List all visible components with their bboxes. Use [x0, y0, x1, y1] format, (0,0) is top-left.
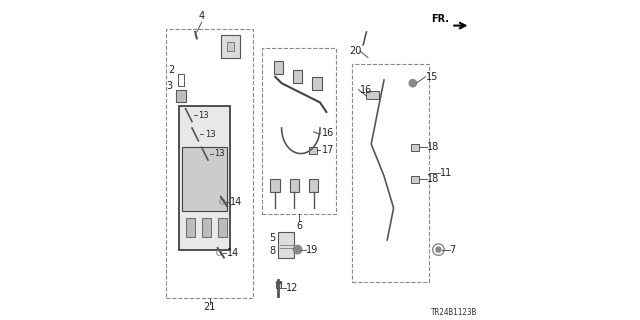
Text: TR24B1123B: TR24B1123B: [431, 308, 477, 317]
Bar: [186, 218, 195, 237]
Text: 2: 2: [168, 65, 174, 76]
Bar: [218, 218, 227, 237]
Circle shape: [436, 247, 441, 252]
Text: 11: 11: [440, 168, 452, 178]
Bar: [312, 77, 322, 90]
Bar: [182, 147, 227, 211]
Bar: [274, 61, 284, 74]
Text: 14: 14: [230, 196, 243, 207]
Bar: [309, 147, 317, 154]
Text: 14: 14: [227, 248, 239, 258]
Text: 6: 6: [296, 220, 302, 231]
Bar: [308, 179, 319, 192]
Text: 13: 13: [214, 149, 225, 158]
Polygon shape: [176, 90, 186, 102]
Text: 12: 12: [287, 283, 299, 293]
Text: 13: 13: [205, 130, 216, 139]
Bar: [278, 232, 294, 258]
Bar: [366, 91, 379, 99]
Text: 20: 20: [349, 46, 362, 56]
Text: 18: 18: [428, 174, 440, 184]
Text: 16: 16: [322, 128, 334, 138]
FancyBboxPatch shape: [179, 106, 230, 250]
Text: 15: 15: [426, 72, 438, 82]
Circle shape: [293, 245, 302, 254]
Text: 19: 19: [306, 244, 318, 255]
Bar: [262, 48, 336, 214]
Text: 21: 21: [204, 302, 216, 312]
Text: 4: 4: [198, 11, 205, 21]
Text: 16: 16: [360, 84, 372, 95]
Text: 17: 17: [322, 145, 334, 156]
Circle shape: [409, 79, 417, 87]
Text: FR.: FR.: [431, 14, 450, 24]
Text: 13: 13: [198, 111, 209, 120]
Text: 7: 7: [450, 244, 456, 255]
Bar: [202, 218, 211, 237]
Bar: [412, 144, 419, 151]
Bar: [166, 29, 253, 298]
Bar: [270, 179, 280, 192]
Text: 8: 8: [269, 246, 275, 256]
Bar: [290, 179, 300, 192]
Bar: [352, 64, 429, 282]
Text: 18: 18: [428, 142, 440, 152]
Bar: [221, 35, 240, 58]
Bar: [412, 176, 419, 183]
Bar: [227, 42, 234, 51]
Text: 3: 3: [166, 81, 172, 92]
Bar: [276, 281, 281, 288]
Text: 5: 5: [269, 233, 275, 244]
Bar: [292, 70, 302, 83]
